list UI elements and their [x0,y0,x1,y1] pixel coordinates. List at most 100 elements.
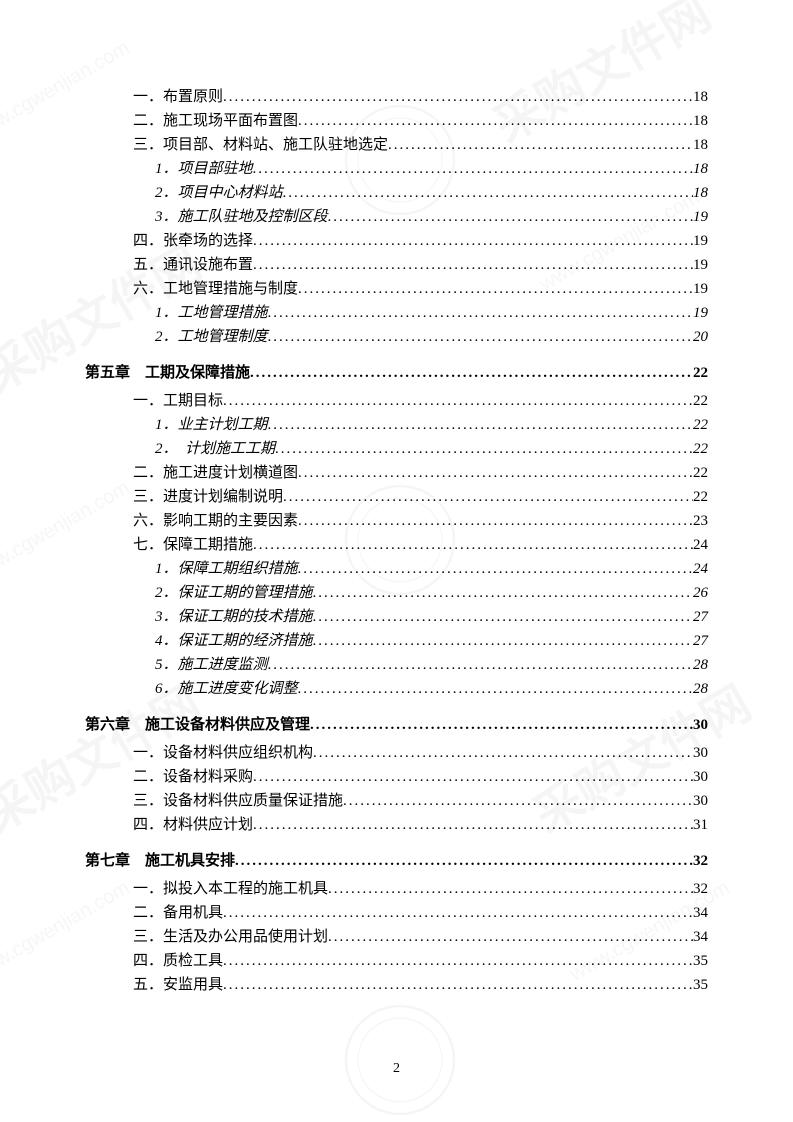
toc-leader-dots [223,973,693,997]
toc-page-number: 31 [693,813,708,837]
toc-leader-dots [268,413,693,437]
toc-label: 四．质检工具 [133,949,223,973]
page-number: 2 [0,1061,793,1077]
toc-entry: 1．工地管理措施 19 [155,301,708,325]
toc-entry: 2．保证工期的管理措施26 [155,581,708,605]
toc-page-number: 18 [693,157,708,181]
toc-leader-dots [388,133,693,157]
toc-leader-dots [328,925,693,949]
toc-page-number: 32 [693,849,708,873]
toc-leader-dots [328,877,693,901]
toc-leader-dots [223,949,693,973]
toc-entry: 4．保证工期的经济措施 27 [155,629,708,653]
toc-entry: 五．安监用具35 [133,973,708,997]
toc-entry: 第五章 工期及保障措施 22 [85,361,708,385]
toc-entry: 四．质检工具 35 [133,949,708,973]
toc-label: 一．布置原则 [133,85,223,109]
toc-label: 第六章 施工设备材料供应及管理 [85,713,310,737]
toc-leader-dots [328,205,693,229]
toc-entry: 一．设备材料供应组织机构30 [133,741,708,765]
toc-entry: 三．项目部、材料站、施工队驻地选定18 [133,133,708,157]
toc-page-number: 18 [693,109,708,133]
toc-label: 五．安监用具 [133,973,223,997]
toc-page-number: 19 [693,253,708,277]
toc-leader-dots [223,85,693,109]
toc-container: 一．布置原则18二．施工现场平面布置图18三．项目部、材料站、施工队驻地选定18… [85,85,708,997]
toc-entry: 六．影响工期的主要因素23 [133,509,708,533]
toc-page-number: 22 [693,485,708,509]
toc-page-number: 22 [693,437,708,461]
toc-leader-dots [283,485,693,509]
toc-entry: 六．工地管理措施与制度19 [133,277,708,301]
toc-leader-dots [313,741,693,765]
toc-leader-dots [343,789,693,813]
toc-label: 1．业主计划工期 [155,413,268,437]
toc-entry: 二．施工现场平面布置图 18 [133,109,708,133]
toc-leader-dots [253,229,693,253]
toc-label: 一．拟投入本工程的施工机具 [133,877,328,901]
toc-leader-dots [298,109,693,133]
toc-label: 4．保证工期的经济措施 [155,629,313,653]
toc-label: 七．保障工期措施 [133,533,253,557]
toc-leader-dots [268,301,693,325]
toc-entry: 四．材料供应计划 31 [133,813,708,837]
toc-label: 三．进度计划编制说明 [133,485,283,509]
toc-label: 二．设备材料采购 [133,765,253,789]
toc-page-number: 19 [693,205,708,229]
toc-label: 1．保障工期组织措施 [155,557,298,581]
toc-leader-dots [223,389,693,413]
toc-entry: 1．业主计划工期22 [155,413,708,437]
toc-page-number: 18 [693,181,708,205]
toc-page-number: 22 [693,361,708,385]
toc-entry: 三．设备材料供应质量保证措施 30 [133,789,708,813]
toc-label: 三．设备材料供应质量保证措施 [133,789,343,813]
toc-page-number: 20 [693,325,708,349]
toc-page-number: 30 [693,789,708,813]
toc-page-number: 24 [693,557,708,581]
toc-page-number: 19 [693,229,708,253]
toc-label: 1．项目部驻地 [155,157,253,181]
toc-label: 三．项目部、材料站、施工队驻地选定 [133,133,388,157]
toc-label: 5．施工进度监测 [155,653,268,677]
toc-leader-dots [253,253,693,277]
toc-page-number: 30 [693,741,708,765]
toc-label: 3．施工队驻地及控制区段 [155,205,328,229]
toc-label: 四．材料供应计划 [133,813,253,837]
toc-leader-dots [313,581,693,605]
toc-leader-dots [298,509,693,533]
toc-page-number: 19 [693,301,708,325]
toc-label: 2．工地管理制度 [155,325,268,349]
toc-label: 二．施工现场平面布置图 [133,109,298,133]
toc-leader-dots [310,713,693,737]
toc-entry: 1．项目部驻地 18 [155,157,708,181]
toc-leader-dots [250,361,693,385]
toc-entry: 3．保证工期的技术措施27 [155,605,708,629]
toc-entry: 第六章 施工设备材料供应及管理 30 [85,713,708,737]
toc-page-number: 32 [693,877,708,901]
toc-entry: 一．工期目标22 [133,389,708,413]
toc-entry: 3．施工队驻地及控制区段 19 [155,205,708,229]
toc-entry: 第七章 施工机具安排 32 [85,849,708,873]
toc-label: 四．张牵场的选择 [133,229,253,253]
toc-label: 第五章 工期及保障措施 [85,361,250,385]
toc-page-number: 35 [693,949,708,973]
toc-leader-dots [223,901,693,925]
toc-entry: 五．通讯设施布置19 [133,253,708,277]
toc-label: 六．工地管理措施与制度 [133,277,298,301]
toc-label: 2．保证工期的管理措施 [155,581,313,605]
toc-leader-dots [298,277,693,301]
toc-label: 六．影响工期的主要因素 [133,509,298,533]
toc-page-number: 27 [693,605,708,629]
toc-page-number: 34 [693,925,708,949]
toc-entry: 四．张牵场的选择 19 [133,229,708,253]
toc-label: 1．工地管理措施 [155,301,268,325]
toc-page-number: 28 [693,677,708,701]
toc-entry: 6．施工进度变化调整28 [155,677,708,701]
toc-entry: 三．进度计划编制说明 22 [133,485,708,509]
toc-entry: 三．生活及办公用品使用计划34 [133,925,708,949]
toc-page-number: 28 [693,653,708,677]
toc-label: 一．工期目标 [133,389,223,413]
toc-entry: 5．施工进度监测 28 [155,653,708,677]
toc-entry: 二．施工进度计划横道图22 [133,461,708,485]
toc-page-number: 27 [693,629,708,653]
